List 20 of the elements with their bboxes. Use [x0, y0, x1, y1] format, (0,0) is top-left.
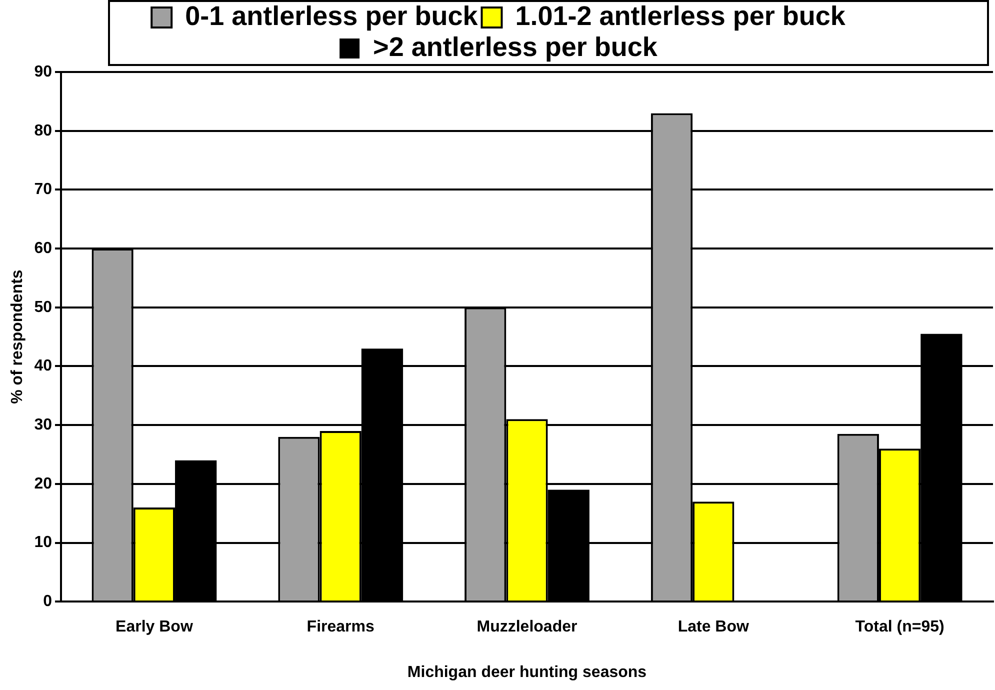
y-tick-label: 20 [34, 475, 52, 492]
x-tick-label: Firearms [306, 618, 374, 636]
legend-label: 0-1 antlerless per buck [185, 0, 479, 31]
x-tick-label: Late Bow [678, 618, 750, 636]
y-tick-label: 60 [34, 240, 52, 257]
x-tick-label: Muzzleloader [476, 618, 578, 636]
legend-label: 1.01-2 antlerless per buck [515, 0, 846, 31]
x-axis-title: Michigan deer hunting seasons [407, 664, 647, 681]
y-tick-label: 70 [34, 181, 52, 198]
y-tick-label: 0 [43, 593, 52, 610]
legend-label: >2 antlerless per buck [373, 32, 658, 62]
y-tick-label: 80 [34, 122, 52, 140]
y-axis-title: % of respondents [9, 270, 26, 404]
y-tick-label: 10 [34, 534, 52, 552]
x-tick-label: Total (n=95) [855, 618, 944, 636]
y-tick-label: 40 [34, 358, 52, 375]
y-tick-label: 50 [34, 298, 52, 316]
x-tick-label: Early Bow [116, 618, 194, 636]
y-tick-label: 90 [34, 63, 52, 80]
y-tick-label: 30 [34, 416, 52, 434]
